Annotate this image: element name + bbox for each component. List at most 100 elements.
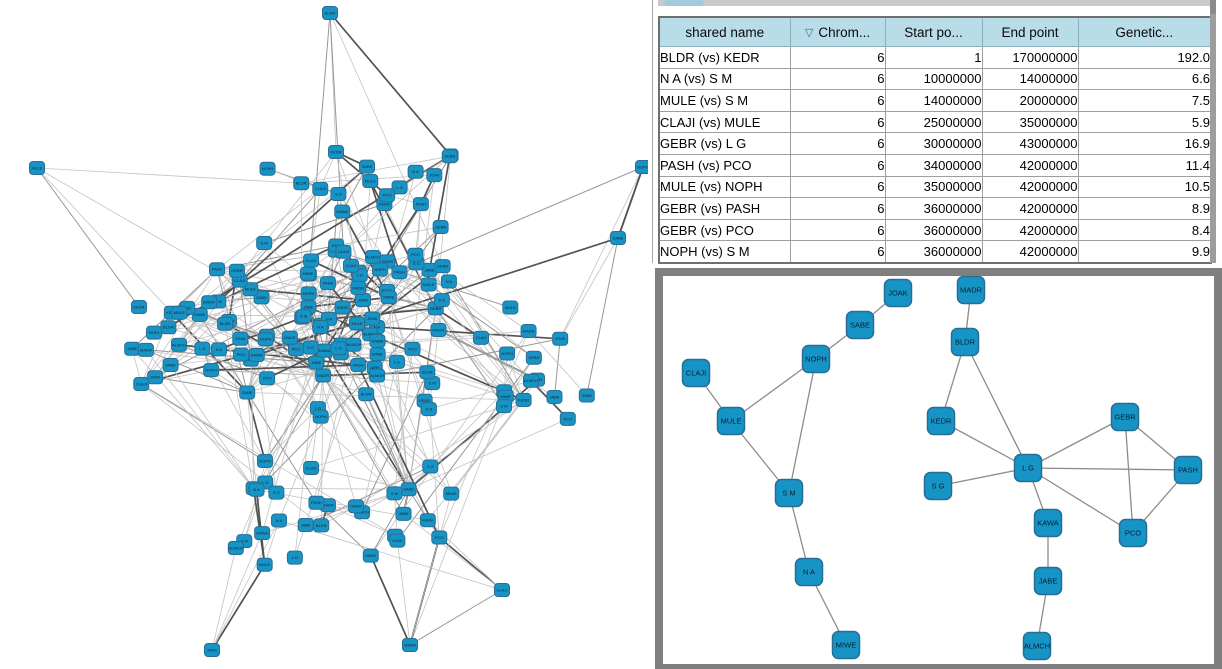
network-node[interactable]: PCO [288, 342, 305, 357]
network-node[interactable]: MADR [137, 342, 154, 357]
network-node[interactable]: MIWE [380, 290, 397, 305]
network-node[interactable]: MULE [420, 277, 437, 292]
subnetwork-edge-L G-GEBR[interactable] [1027, 416, 1126, 469]
network-node[interactable]: N A [312, 320, 329, 335]
network-node[interactable]: PASH [350, 358, 367, 373]
table-cell[interactable]: MULE (vs) S M [658, 89, 791, 112]
network-node[interactable]: S G [433, 293, 450, 308]
table-cell[interactable]: 42000000 [981, 175, 1079, 199]
table-cell[interactable]: 6 [789, 132, 886, 155]
network-node[interactable]: PCO [431, 530, 448, 545]
subnetwork-canvas[interactable]: JOAK MADR SABE NOPH CLAJI BLDR MULE KEDR GEBR L G… [663, 276, 1214, 664]
table-cell[interactable]: 14000000 [981, 67, 1079, 91]
network-node[interactable]: PCO [379, 188, 396, 203]
network-node[interactable]: L G [286, 550, 303, 565]
network-node[interactable]: S G [268, 485, 285, 500]
network-node[interactable]: CLAJI [303, 253, 320, 268]
network-node[interactable]: MIWE [362, 548, 379, 563]
subnetwork-edge-L G-PASH[interactable] [1027, 467, 1189, 471]
table-cell[interactable]: 36000000 [884, 197, 983, 220]
table-cell[interactable]: MULE (vs) NOPH [658, 175, 791, 199]
table-cell[interactable]: CLAJI (vs) MULE [658, 110, 791, 134]
network-node[interactable]: ALMCH [522, 373, 539, 388]
network-node[interactable]: L G [391, 180, 408, 195]
network-node[interactable]: PCO [233, 347, 250, 362]
table-cell[interactable]: 6 [789, 197, 886, 220]
network-node[interactable]: MIWE [299, 266, 316, 281]
network-node[interactable]: ALMCH [170, 337, 187, 352]
network-node[interactable]: PCO [559, 411, 576, 426]
horizontal-scrollbar-thumb[interactable] [664, 0, 704, 6]
network-node[interactable]: MULE [349, 316, 366, 331]
table-cell[interactable]: 10.5 [1077, 175, 1212, 199]
network-node[interactable]: NOPH [256, 454, 273, 469]
table-cell[interactable]: 43000000 [981, 132, 1079, 155]
network-node[interactable]: JABE [124, 341, 141, 356]
column-header-shared-name[interactable]: shared name [658, 16, 791, 47]
table-cell[interactable]: 16.9 [1077, 132, 1212, 155]
network-node[interactable]: MIWE [443, 486, 460, 501]
subnetwork-node-S M[interactable]: S M [774, 478, 804, 508]
table-cell[interactable]: N A (vs) S M [658, 67, 791, 91]
network-node[interactable]: PASH [209, 262, 226, 277]
network-node[interactable]: JOAK [147, 370, 164, 385]
table-cell[interactable]: GEBR (vs) PASH [658, 197, 791, 220]
network-node[interactable]: L G [194, 341, 211, 356]
table-row[interactable]: NOPH (vs) S M 6 36000000 42000000 9.9 [658, 240, 1212, 264]
table-cell[interactable]: 34000000 [884, 153, 983, 177]
network-node[interactable]: NOPH [371, 262, 388, 277]
table-cell[interactable]: GEBR (vs) PCO [658, 218, 791, 242]
subnetwork-node-NOPH[interactable]: NOPH [801, 344, 831, 374]
network-node[interactable]: S G [422, 459, 439, 474]
column-header-chromosome[interactable]: ▽ Chrom... [789, 16, 886, 47]
network-node[interactable]: SABE [610, 231, 626, 245]
subnetwork-panel[interactable]: JOAK MADR SABE NOPH CLAJI BLDR MULE KEDR GEBR L G… [655, 268, 1222, 669]
network-node[interactable]: KAWA [248, 347, 265, 362]
network-node[interactable]: NOPH [257, 332, 274, 347]
network-node[interactable]: MULE [29, 161, 45, 175]
network-node[interactable]: PASH [308, 495, 325, 510]
table-cell[interactable]: 5.9 [1077, 110, 1212, 134]
network-node[interactable]: S M [495, 399, 512, 414]
network-node[interactable]: MULE [281, 330, 298, 345]
network-node[interactable]: MIWE [191, 307, 208, 322]
horizontal-scrollbar[interactable] [658, 0, 1210, 6]
table-cell[interactable]: 42000000 [981, 218, 1079, 242]
network-node[interactable]: KEDR [130, 300, 147, 315]
column-header-end-point[interactable]: End point [981, 16, 1079, 47]
subnetwork-node-JOAK[interactable]: JOAK [883, 278, 913, 308]
table-row[interactable]: N A (vs) S M 6 10000000 14000000 6.6 [658, 67, 1212, 91]
network-node[interactable]: KEDR [334, 300, 351, 315]
table-cell[interactable]: 35000000 [981, 110, 1079, 134]
network-node[interactable]: MADR [201, 295, 218, 310]
network-node[interactable]: GEBR [347, 499, 364, 514]
network-node[interactable]: PASH [145, 325, 162, 340]
network-node[interactable]: N A [210, 342, 227, 357]
network-node[interactable]: CLAJI [494, 583, 510, 597]
network-node[interactable]: N A [407, 164, 424, 179]
network-node[interactable]: CLAJI [303, 461, 320, 476]
network-node[interactable]: KAWA [419, 513, 436, 528]
network-node[interactable]: JOAK [389, 533, 406, 548]
table-cell[interactable]: 6 [789, 89, 886, 112]
subnetwork-node-PASH[interactable]: PASH [1173, 455, 1203, 485]
table-cell[interactable]: 1 [884, 46, 983, 69]
network-node[interactable]: MIWE [369, 347, 386, 362]
network-node[interactable]: PCO [259, 371, 276, 386]
subnetwork-node-S G[interactable]: S G [923, 471, 953, 501]
network-node[interactable]: L G [330, 341, 347, 356]
column-header-genetic[interactable]: Genetic... [1077, 16, 1212, 47]
subnetwork-node-L G[interactable]: L G [1013, 453, 1043, 483]
subnetwork-node-MULE[interactable]: MULE [716, 406, 746, 436]
network-node[interactable]: GEBR [441, 149, 458, 164]
network-node[interactable]: SABE [359, 159, 376, 174]
network-node[interactable]: NOPH [203, 363, 220, 378]
vertical-scrollbar[interactable] [1210, 0, 1216, 263]
subnetwork-edge-NOPH-MULE[interactable] [730, 358, 817, 422]
column-header-start-position[interactable]: Start po... [884, 16, 983, 47]
table-row[interactable]: MULE (vs) S M 6 14000000 20000000 7.5 [658, 89, 1212, 112]
table-cell[interactable]: 11.4 [1077, 153, 1212, 177]
table-row[interactable]: PASH (vs) PCO 6 34000000 42000000 11.4 [658, 153, 1212, 177]
network-node[interactable]: GEBR [525, 350, 542, 365]
network-node[interactable]: NOPH [635, 160, 649, 174]
